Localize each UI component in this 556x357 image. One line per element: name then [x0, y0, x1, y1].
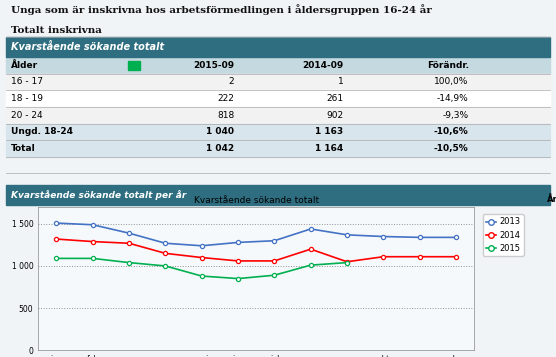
Text: 18 - 19: 18 - 19: [11, 94, 43, 103]
Text: Unga som är inskrivna hos arbetsförmedlingen i åldersgruppen 16-24 år: Unga som är inskrivna hos arbetsförmedli…: [11, 4, 432, 15]
Text: Förändr.: Förändr.: [426, 61, 469, 70]
Text: 2015-09: 2015-09: [193, 61, 235, 70]
Text: 1 164: 1 164: [315, 144, 344, 153]
Text: Totalt inskrivna: Totalt inskrivna: [11, 26, 102, 35]
Bar: [6, 185, 550, 205]
Text: 222: 222: [217, 94, 235, 103]
Text: Kvarstående sökande totalt: Kvarstående sökande totalt: [11, 42, 164, 52]
Text: 16 - 17: 16 - 17: [11, 77, 43, 86]
Bar: [6, 57, 550, 74]
Bar: [6, 124, 550, 140]
Text: -9,3%: -9,3%: [443, 111, 469, 120]
Text: Ungd. 18-24: Ungd. 18-24: [11, 127, 73, 136]
Bar: [6, 90, 550, 107]
Bar: [6, 107, 550, 124]
Text: -10,6%: -10,6%: [434, 127, 469, 136]
Text: -10,5%: -10,5%: [434, 144, 469, 153]
Text: 2: 2: [229, 77, 235, 86]
Text: -14,9%: -14,9%: [437, 94, 469, 103]
Bar: [6, 140, 550, 157]
Text: 1: 1: [337, 77, 344, 86]
Text: Kvarstående sökande totalt per år: Kvarstående sökande totalt per år: [11, 190, 186, 200]
Text: 20 - 24: 20 - 24: [11, 111, 43, 120]
Text: Ålder: Ålder: [11, 61, 38, 70]
Text: 818: 818: [217, 111, 235, 120]
Text: 261: 261: [326, 94, 344, 103]
Text: 1 163: 1 163: [315, 127, 344, 136]
Text: 1 040: 1 040: [206, 127, 235, 136]
Text: 100,0%: 100,0%: [434, 77, 469, 86]
Text: 1 042: 1 042: [206, 144, 235, 153]
Text: 902: 902: [326, 111, 344, 120]
Text: 2014-09: 2014-09: [302, 61, 344, 70]
Bar: [128, 61, 140, 70]
Bar: [6, 37, 550, 57]
Text: Total: Total: [11, 144, 36, 153]
Bar: [6, 74, 550, 90]
